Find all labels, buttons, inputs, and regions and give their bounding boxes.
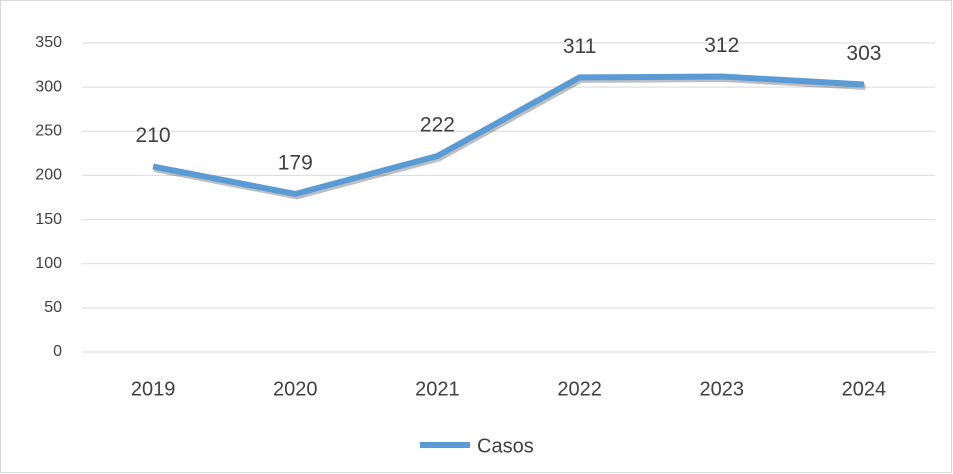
y-tick-label: 100 <box>35 255 62 272</box>
x-tick-label: 2020 <box>273 378 318 400</box>
y-tick-label: 200 <box>35 167 62 184</box>
y-tick-label: 150 <box>35 211 62 228</box>
data-label: 210 <box>136 124 171 147</box>
y-tick-label: 50 <box>44 299 62 316</box>
x-tick-label: 2021 <box>415 378 460 400</box>
y-tick-label: 300 <box>35 78 62 95</box>
x-tick-label: 2022 <box>557 378 602 400</box>
data-label: 311 <box>563 35 596 58</box>
y-tick-label: 250 <box>35 123 62 140</box>
data-label: 312 <box>704 34 739 57</box>
x-tick-label: 2023 <box>700 378 745 400</box>
data-label: 222 <box>420 114 455 137</box>
legend-label: Casos <box>477 435 534 457</box>
y-tick-label: 0 <box>53 343 62 360</box>
x-tick-label: 2019 <box>131 378 176 400</box>
data-label: 179 <box>278 152 313 175</box>
x-tick-label: 2024 <box>842 378 887 400</box>
series-line <box>152 73 865 197</box>
data-label: 303 <box>846 42 881 65</box>
y-tick-label: 350 <box>35 34 62 51</box>
